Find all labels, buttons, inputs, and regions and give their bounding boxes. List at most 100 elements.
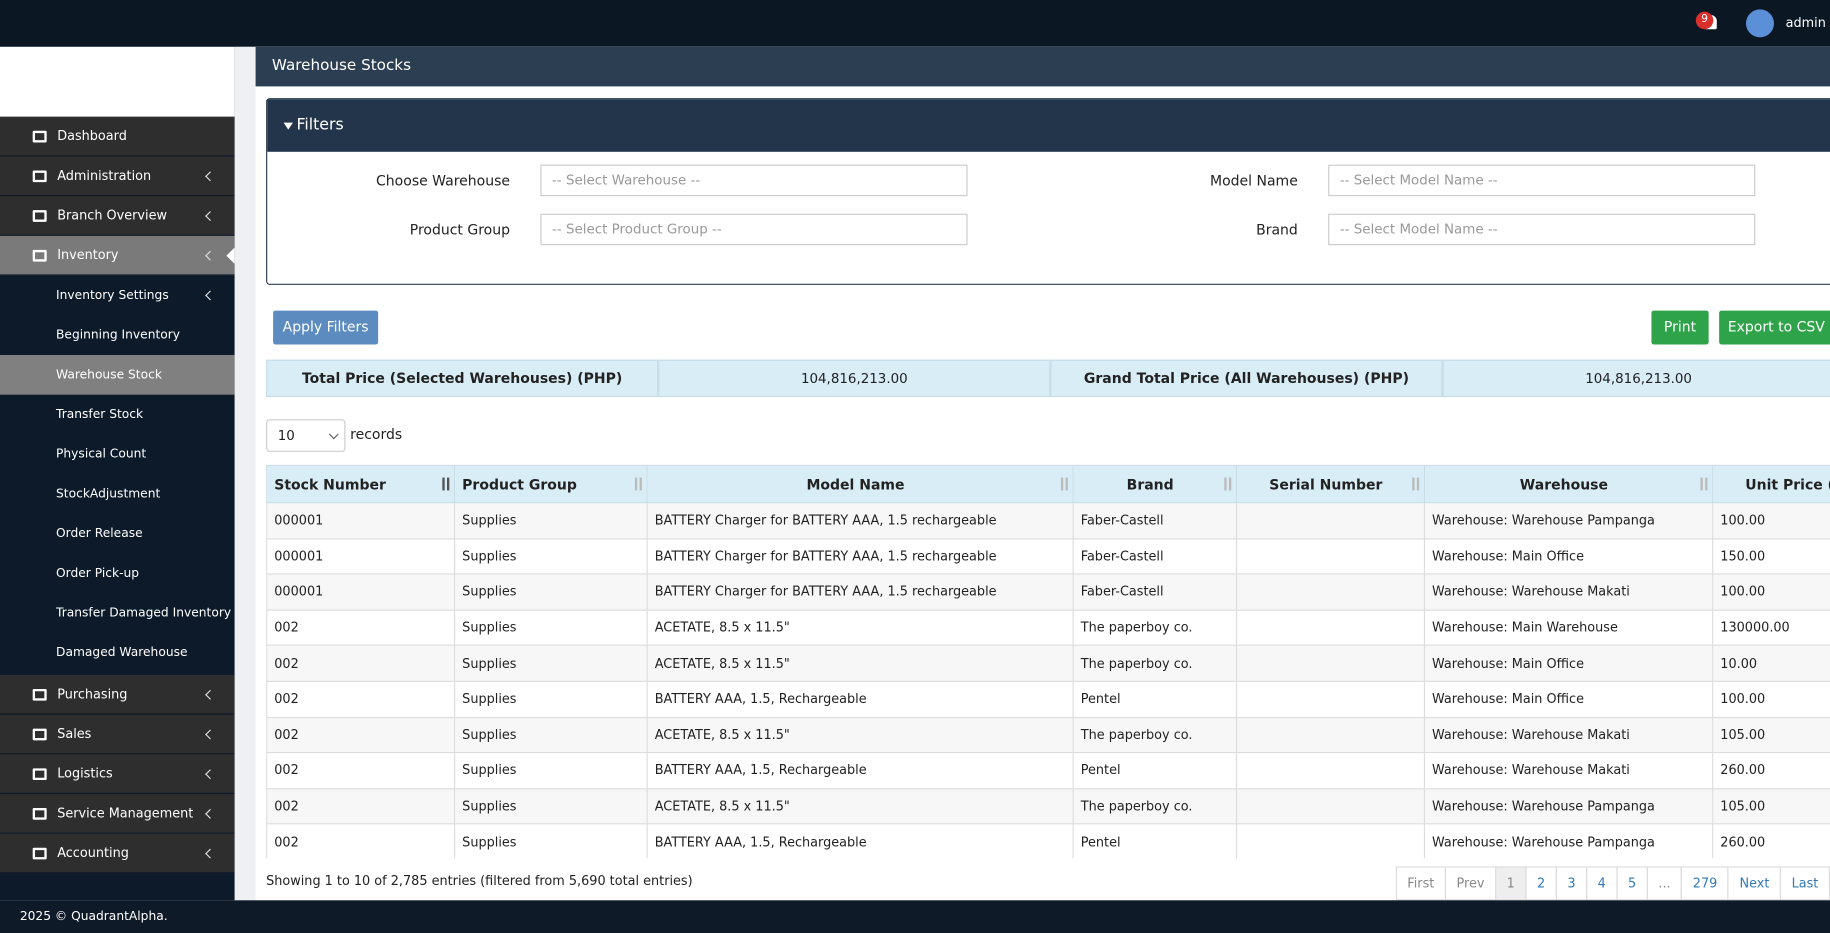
- table-cell: BATTERY AAA, 1.5, Rechargeable: [646, 680, 1074, 718]
- table-row: 000001 Supplies BATTERY Charger for BATTER…: [266, 537, 1830, 575]
- menu-icon: [32, 249, 47, 261]
- menu-item[interactable]: Accounting: [0, 833, 235, 874]
- submenu-label: Order Release: [56, 526, 143, 541]
- submenu-item[interactable]: Physical Count: [0, 434, 235, 474]
- column-header[interactable]: Brand: [1072, 464, 1238, 504]
- menu-item[interactable]: Branch Overview: [0, 196, 235, 236]
- filter-label: Product Group: [409, 221, 511, 239]
- menu-item[interactable]: Dashboard: [0, 116, 235, 157]
- table-cell: 105.00: [1712, 787, 1830, 825]
- page-link[interactable]: 2: [1525, 866, 1557, 901]
- table-cell: Supplies: [454, 787, 648, 825]
- column-title: Warehouse: [1519, 475, 1609, 493]
- menu-icon: [32, 169, 47, 182]
- menu-chevron: [205, 848, 216, 859]
- page-link[interactable]: Next: [1727, 866, 1782, 901]
- apply-filters-button[interactable]: Apply Filters: [273, 310, 379, 345]
- table-cell: 100.00: [1712, 680, 1830, 718]
- submenu-item[interactable]: Transfer Stock: [0, 395, 235, 435]
- menu-chevron: [205, 689, 216, 700]
- filter-select[interactable]: -- Select Product Group --: [540, 213, 968, 246]
- menu-chevron: [205, 729, 216, 740]
- filter-icon: [283, 122, 293, 130]
- menu-item[interactable]: Purchasing: [0, 674, 235, 715]
- table-cell: Pentel: [1072, 680, 1238, 718]
- filter-header: Filters: [267, 99, 1830, 152]
- filter-select[interactable]: -- Select Warehouse --: [540, 164, 968, 197]
- column-header[interactable]: Product Group: [454, 464, 648, 504]
- table-cell: Warehouse: Warehouse Pampanga: [1423, 787, 1714, 825]
- submenu-item[interactable]: Warehouse Stock: [0, 354, 235, 395]
- filter-label: Model Name: [1209, 172, 1298, 190]
- table-cell: Warehouse: Warehouse Makati: [1423, 752, 1714, 790]
- submenu-item[interactable]: Inventory Settings: [0, 276, 235, 316]
- column-header[interactable]: Warehouse: [1423, 464, 1714, 504]
- menu-icon: [32, 209, 47, 222]
- table-cell: Faber-Castell: [1072, 537, 1238, 575]
- menu-icon: [32, 688, 47, 701]
- notification-badge[interactable]: 9: [1695, 11, 1714, 30]
- table-cell: 130000.00: [1712, 609, 1830, 647]
- filter-select[interactable]: -- Select Model Name --: [1328, 213, 1756, 246]
- sort-icon: [1060, 477, 1064, 491]
- table-row: 000001 Supplies BATTERY Charger for BATTER…: [266, 502, 1830, 539]
- submenu-item[interactable]: Order Release: [0, 514, 235, 554]
- page-link[interactable]: ...: [1646, 866, 1683, 901]
- column-header[interactable]: Unit Price (PHP): [1712, 464, 1830, 504]
- table-cell: [1235, 787, 1426, 825]
- table-cell: Supplies: [454, 573, 648, 611]
- export-csv-button[interactable]: Export to CSV: [1719, 310, 1830, 345]
- user-name[interactable]: admin: [1785, 15, 1826, 31]
- menu-label: Branch Overview: [57, 207, 168, 224]
- table-cell: ACETATE, 8.5 x 11.5": [646, 645, 1074, 682]
- page-link[interactable]: Last: [1779, 866, 1830, 901]
- submenu-item[interactable]: Damaged Warehouse: [0, 633, 235, 673]
- submenu-item[interactable]: Transfer Damaged Inventory: [0, 593, 235, 633]
- table-cell: BATTERY Charger for BATTERY AAA, 1.5 rec…: [646, 573, 1074, 611]
- submenu-item[interactable]: Beginning Inventory: [0, 315, 235, 355]
- submenu-item[interactable]: Order Pick-up: [0, 553, 235, 593]
- filter-panel: Filters Choose Warehouse -- Select Wareho…: [266, 98, 1830, 285]
- table-cell: Supplies: [454, 645, 648, 682]
- page-link[interactable]: 3: [1555, 866, 1588, 901]
- menu-label: Inventory: [57, 247, 119, 263]
- page-size-select[interactable]: 10: [266, 419, 346, 452]
- table-cell: BATTERY AAA, 1.5, Rechargeable: [646, 823, 1074, 859]
- sidebar: Dashboard Administration Branch Overview In…: [0, 46, 235, 901]
- avatar[interactable]: [1745, 9, 1774, 38]
- column-header[interactable]: Stock Number: [266, 464, 456, 504]
- submenu-label: Warehouse Stock: [56, 367, 162, 382]
- menu-item[interactable]: Inventory: [0, 235, 235, 276]
- column-title: Stock Number: [274, 475, 386, 493]
- total-label: Grand Total Price (All Warehouses) (PHP): [1050, 359, 1443, 398]
- menu-item[interactable]: Sales: [0, 714, 235, 755]
- menu-item[interactable]: Logistics: [0, 754, 235, 795]
- page-link[interactable]: 4: [1586, 866, 1618, 901]
- table-cell: Warehouse: Main Office: [1423, 680, 1714, 718]
- table-cell: 002: [266, 609, 456, 647]
- menu-chevron: [205, 250, 216, 261]
- table-cell: 150.00: [1712, 537, 1830, 575]
- content: Warehouse Stocks Filters Choose Warehous…: [255, 46, 1830, 901]
- column-title: Serial Number: [1269, 475, 1383, 493]
- page-link[interactable]: 5: [1616, 866, 1648, 901]
- column-header[interactable]: Serial Number: [1235, 464, 1426, 504]
- table-cell: [1235, 823, 1426, 859]
- column-header[interactable]: Model Name: [646, 464, 1074, 504]
- table-cell: 105.00: [1712, 716, 1830, 754]
- page-link[interactable]: First: [1395, 866, 1446, 901]
- page-link[interactable]: 279: [1681, 866, 1729, 901]
- menu-item[interactable]: Administration: [0, 156, 235, 197]
- sort-icon: [1700, 477, 1703, 491]
- table-body: 000001 Supplies BATTERY Charger for BATTER…: [266, 502, 1830, 859]
- print-button[interactable]: Print: [1651, 310, 1709, 345]
- menu-label: Sales: [57, 726, 92, 742]
- submenu-item[interactable]: StockAdjustment: [0, 474, 235, 514]
- submenu-label: Transfer Damaged Inventory: [56, 606, 232, 621]
- menu-item[interactable]: Service Management: [0, 794, 235, 834]
- page-link[interactable]: 1: [1494, 866, 1527, 901]
- table-row: 000001 Supplies BATTERY Charger for BATTER…: [266, 573, 1830, 611]
- page-link[interactable]: Prev: [1444, 866, 1497, 901]
- filter-select[interactable]: -- Select Model Name --: [1328, 164, 1756, 197]
